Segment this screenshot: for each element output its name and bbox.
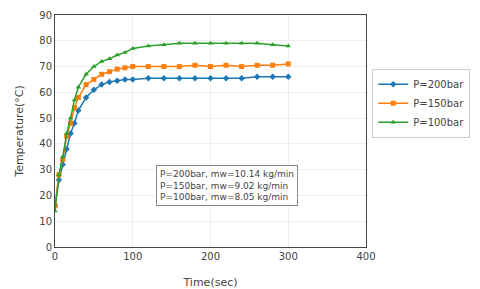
- svg-text:0: 0: [46, 242, 52, 253]
- svg-text:300: 300: [279, 251, 298, 262]
- svg-text:200: 200: [201, 251, 220, 262]
- svg-text:P=200bar: P=200bar: [413, 79, 464, 90]
- svg-text:30: 30: [39, 164, 52, 175]
- svg-text:P=200bar, mw=10.14 kg/minP=150: P=200bar, mw=10.14 kg/minP=150bar, mw=9.…: [160, 169, 294, 202]
- svg-text:400: 400: [356, 251, 375, 262]
- svg-text:40: 40: [39, 138, 52, 149]
- svg-text:10: 10: [39, 216, 52, 227]
- svg-text:80: 80: [39, 35, 52, 46]
- svg-text:P=100bar: P=100bar: [413, 117, 464, 128]
- svg-text:60: 60: [39, 87, 52, 98]
- svg-text:100: 100: [123, 251, 142, 262]
- svg-text:50: 50: [39, 113, 52, 124]
- svg-text:Temperature(°C): Temperature(°C): [13, 85, 26, 177]
- svg-text:70: 70: [39, 61, 52, 72]
- svg-text:0: 0: [52, 251, 58, 262]
- svg-text:20: 20: [39, 190, 52, 201]
- svg-text:P=150bar: P=150bar: [413, 98, 464, 109]
- svg-text:Time(sec): Time(sec): [182, 276, 237, 289]
- svg-text:90: 90: [39, 10, 52, 21]
